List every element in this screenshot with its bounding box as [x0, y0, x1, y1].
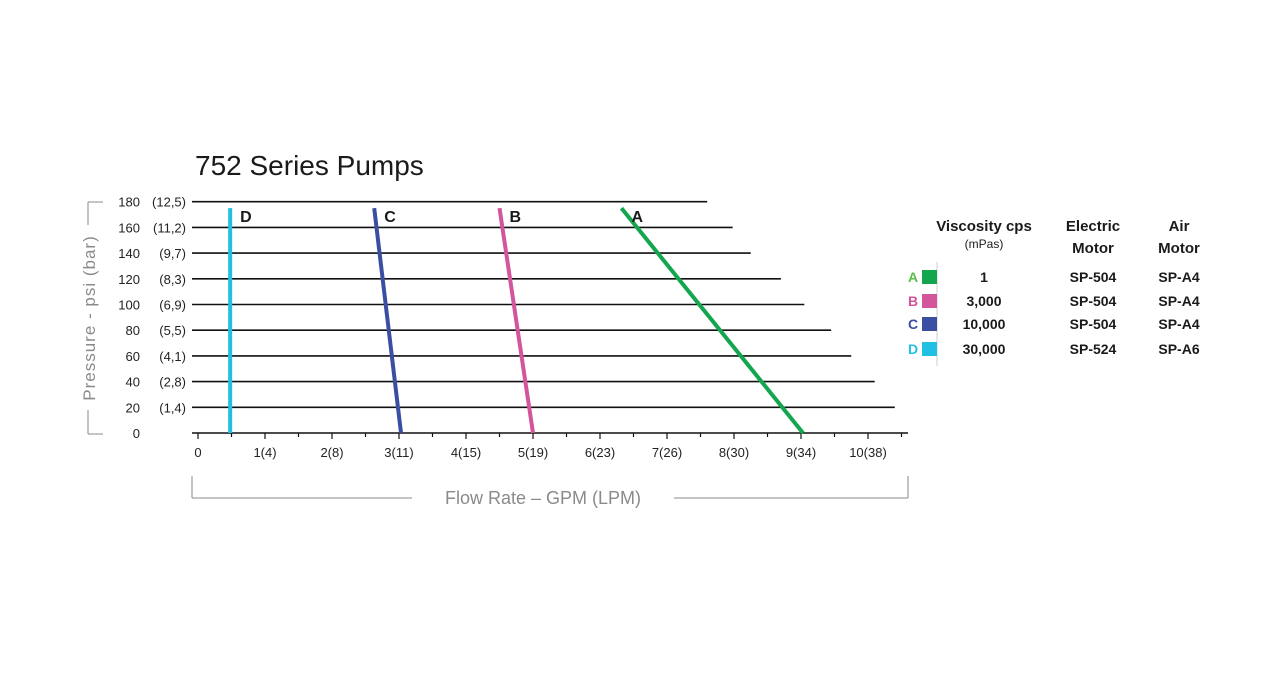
y-tick-label-psi: 20 — [126, 400, 140, 415]
legend-swatch — [922, 342, 937, 356]
x-tick-label: 6(23) — [585, 445, 615, 460]
x-tick-label: 7(26) — [652, 445, 682, 460]
legend-letter: B — [908, 293, 918, 309]
x-tick-label: 9(34) — [786, 445, 816, 460]
legend-header-air-motor: Motor — [1158, 240, 1200, 257]
legend-header-electric: Electric — [1066, 218, 1120, 235]
legend-air-motor: SP-A4 — [1158, 293, 1199, 309]
legend-header-air: Air — [1169, 218, 1190, 235]
legend-letter: A — [908, 269, 918, 285]
x-tick-label: 5(19) — [518, 445, 548, 460]
series-label-d: D — [240, 209, 252, 226]
y-axis-bracket — [78, 201, 103, 435]
series-label-b: B — [510, 209, 522, 226]
y-tick-label-psi: 0 — [133, 426, 140, 441]
y-tick-label-bar: (11,2) — [153, 220, 186, 235]
y-axis-label: Pressure - psi (bar) — [80, 235, 99, 400]
y-tick-label-psi: 180 — [118, 195, 140, 210]
x-tick-label: 8(30) — [719, 445, 749, 460]
chart-title: 752 Series Pumps — [195, 150, 424, 181]
x-tick-label: 4(15) — [451, 445, 481, 460]
legend-air-motor: SP-A4 — [1158, 269, 1199, 285]
y-tick-label-psi: 60 — [126, 349, 140, 364]
y-tick-label-bar: (8,3) — [159, 272, 186, 287]
series-label-c: C — [384, 209, 396, 226]
legend-letter: C — [908, 316, 918, 332]
legend-row: A 1 SP-504 SP-A4 — [908, 269, 1200, 285]
x-axis-label: Flow Rate – GPM (LPM) — [445, 488, 641, 508]
y-tick-label-psi: 80 — [126, 323, 140, 338]
legend-letter: D — [908, 341, 918, 357]
legend-rows: A 1 SP-504 SP-A4 B 3,000 SP-504 SP-A4 C 10,000 SP-… — [908, 269, 1200, 357]
legend-table: Viscosity cps (mPas) Electric Motor Air … — [908, 218, 1200, 366]
x-tick-label: 1(4) — [253, 445, 276, 460]
x-tick-label: 3(11) — [384, 445, 413, 460]
data-series: A B C D — [228, 206, 805, 435]
series-line-b — [497, 207, 535, 434]
legend-electric-motor: SP-504 — [1070, 293, 1117, 309]
x-axis-ticks: 0 1(4) 2(8) 3(11) 4(15) 5(19) 6(23) 7(26) 8(30) 9… — [194, 445, 886, 460]
y-tick-label-bar: (9,7) — [159, 246, 186, 261]
legend-row: B 3,000 SP-504 SP-A4 — [908, 293, 1200, 309]
legend-swatch — [922, 294, 937, 308]
y-tick-label-psi: 100 — [118, 298, 140, 313]
x-axis-bracket — [191, 476, 909, 510]
legend-row: D 30,000 SP-524 SP-A6 — [908, 341, 1200, 357]
legend-header-viscosity-unit: (mPas) — [965, 237, 1004, 251]
y-axis-ticks: 0 20 (1,4) 40 (2,8) 60 (4,1) 80 (5,5) 100 (6,9) 120… — [118, 195, 186, 441]
y-tick-label-bar: (5,5) — [159, 323, 186, 338]
y-tick-label-bar: (6,9) — [159, 298, 186, 313]
legend-electric-motor: SP-504 — [1070, 316, 1117, 332]
y-tick-label-psi: 120 — [118, 272, 140, 287]
y-tick-label-bar: (1,4) — [159, 400, 186, 415]
legend-header-viscosity: Viscosity cps — [936, 218, 1032, 235]
series-line-a — [619, 206, 805, 435]
grid-lines — [192, 200, 895, 409]
legend-header-electric-motor: Motor — [1072, 240, 1114, 257]
legend-viscosity: 1 — [980, 269, 988, 285]
series-line-c — [372, 207, 403, 434]
series-label-a: A — [631, 209, 643, 226]
legend-swatch — [922, 317, 937, 331]
y-tick-label-psi: 40 — [126, 375, 140, 390]
x-tick-label: 0 — [194, 445, 201, 460]
legend-row: C 10,000 SP-504 SP-A4 — [908, 316, 1200, 332]
legend-viscosity: 30,000 — [963, 341, 1006, 357]
legend-air-motor: SP-A4 — [1158, 316, 1199, 332]
legend-viscosity: 3,000 — [966, 293, 1001, 309]
y-tick-label-bar: (4,1) — [159, 349, 186, 364]
y-tick-label-psi: 160 — [118, 220, 140, 235]
y-tick-label-bar: (2,8) — [159, 375, 186, 390]
y-tick-label-psi: 140 — [118, 246, 140, 261]
legend-air-motor: SP-A6 — [1158, 341, 1199, 357]
x-tick-label: 10(38) — [849, 445, 887, 460]
legend-viscosity: 10,000 — [963, 316, 1006, 332]
x-tick-label: 2(8) — [320, 445, 343, 460]
legend-electric-motor: SP-524 — [1070, 341, 1117, 357]
legend-electric-motor: SP-504 — [1070, 269, 1117, 285]
y-tick-label-bar: (12,5) — [152, 195, 186, 210]
legend-swatch — [922, 270, 937, 284]
x-axis — [192, 432, 908, 439]
